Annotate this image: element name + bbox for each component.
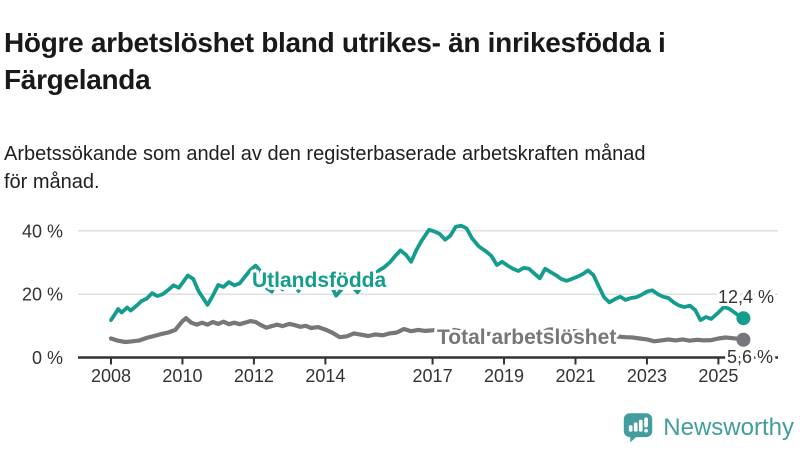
title-line-1: Högre arbetslöshet bland utrikes- än inr… xyxy=(4,26,666,58)
x-tick-label: 2023 xyxy=(627,366,667,386)
series-line-utlandsfodda xyxy=(109,223,746,323)
newsworthy-logo[interactable]: Newsworthy xyxy=(621,411,794,444)
x-tick-label: 2021 xyxy=(555,366,595,386)
page-subtitle: Arbetssökande som andel av den registerb… xyxy=(4,140,796,196)
y-tick-label: 0 % xyxy=(32,348,63,368)
x-tick-label: 2019 xyxy=(484,366,524,386)
y-tick-label: 20 % xyxy=(22,285,63,305)
series-label-total: Total arbetslöshet xyxy=(437,326,616,349)
subtitle-line-2: för månad. xyxy=(4,171,100,193)
subtitle-line-1: Arbetssökande som andel av den registerb… xyxy=(4,143,646,165)
end-value-label: 5,6 % xyxy=(727,347,773,367)
title-line-2: Färgelanda xyxy=(4,63,151,95)
brand-name: Newsworthy xyxy=(663,413,794,441)
x-tick-label: 2010 xyxy=(162,366,202,386)
bar-chart-speech-bubble-icon xyxy=(624,413,653,443)
x-tick-label: 2008 xyxy=(91,366,131,386)
end-dot-total xyxy=(736,332,751,347)
x-tick-label: 2025 xyxy=(698,366,738,386)
series-line-total xyxy=(108,316,746,345)
end-value-label: 12,4 % xyxy=(718,287,774,307)
x-tick-label: 2017 xyxy=(413,366,453,386)
series-label-utlandsfodda: Utlandsfödda xyxy=(252,269,386,292)
y-tick-label: 40 % xyxy=(22,221,63,241)
end-dot-utlandsfodda xyxy=(736,311,751,326)
x-tick-label: 2014 xyxy=(305,366,345,386)
page-title: Högre arbetslöshet bland utrikes- än inr… xyxy=(4,24,796,98)
x-tick-label: 2012 xyxy=(234,366,274,386)
